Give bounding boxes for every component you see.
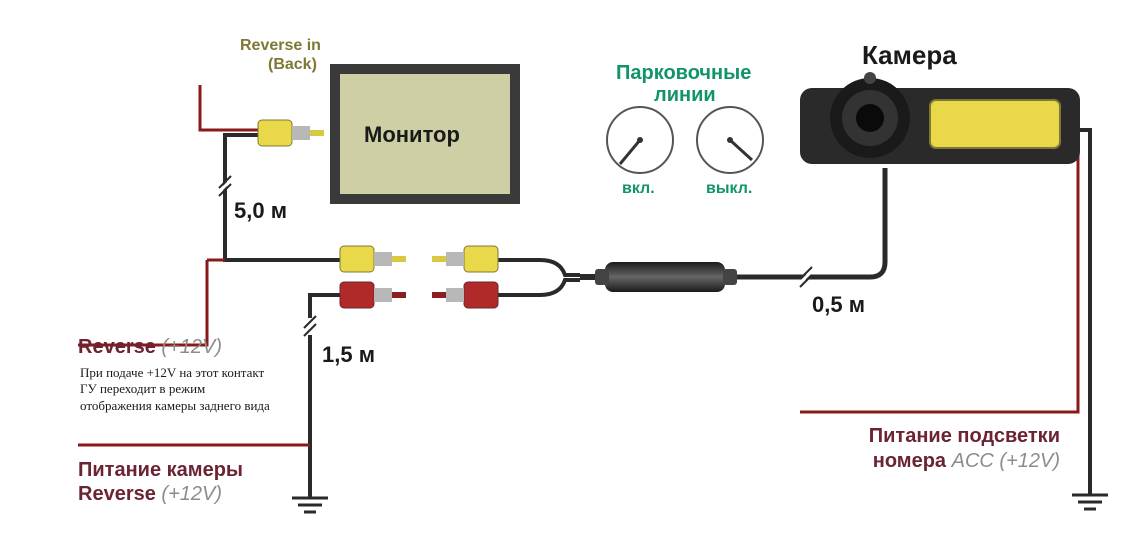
rca-red-right-icon: [432, 282, 498, 308]
reverse-in-label: Reverse in: [240, 37, 321, 55]
note-line1: При подаче +12V на этот контакт: [80, 365, 270, 381]
camera-icon: [800, 72, 1080, 164]
reverse-val: (+12V): [161, 336, 222, 358]
dial-off-icon: [697, 107, 763, 173]
rca-yellow-left-icon: [340, 246, 406, 272]
camera-label: Камера: [862, 40, 957, 71]
power-camera-label: Питание камеры Reverse (+12V): [78, 458, 243, 506]
dial-on-icon: [607, 107, 673, 173]
power-light-line2: номера ACC (+12V): [800, 449, 1060, 474]
power-light-val: (+12V): [999, 450, 1060, 472]
parking-lines-label2: линии: [654, 84, 716, 107]
len-5m-label: 5,0 м: [234, 198, 287, 224]
monitor-label: Монитор: [364, 122, 460, 148]
back-label: (Back): [268, 56, 317, 74]
rca-yellow-monitor-icon: [258, 120, 324, 146]
power-light-text: номера: [873, 450, 946, 472]
parking-lines-label1: Парковочные: [616, 62, 751, 85]
dial-off-label: выкл.: [706, 180, 752, 198]
reverse-12v-label: Reverse (+12V): [78, 336, 222, 359]
power-cam-val: (+12V): [161, 483, 222, 505]
power-cam-line1: Питание камеры: [78, 458, 243, 482]
len-1-5m-label: 1,5 м: [322, 342, 375, 368]
reverse-text: Reverse: [78, 336, 156, 358]
note-line2: ГУ переходит в режим: [80, 381, 270, 397]
rca-red-left-icon: [340, 282, 406, 308]
rca-yellow-right-icon: [432, 246, 498, 272]
reverse-note: При подаче +12V на этот контакт ГУ перех…: [80, 365, 270, 414]
power-light-line1: Питание подсветки: [800, 424, 1060, 449]
power-light-label: Питание подсветки номера ACC (+12V): [800, 424, 1060, 474]
power-cam-line2: Reverse (+12V): [78, 482, 243, 506]
dial-on-label: вкл.: [622, 180, 655, 198]
power-light-acc: ACC: [952, 450, 994, 472]
video-module-icon: [595, 262, 737, 292]
len-0-5m-label: 0,5 м: [812, 292, 865, 318]
note-line3: отображения камеры заднего вида: [80, 398, 270, 414]
power-cam-text: Reverse: [78, 483, 156, 505]
